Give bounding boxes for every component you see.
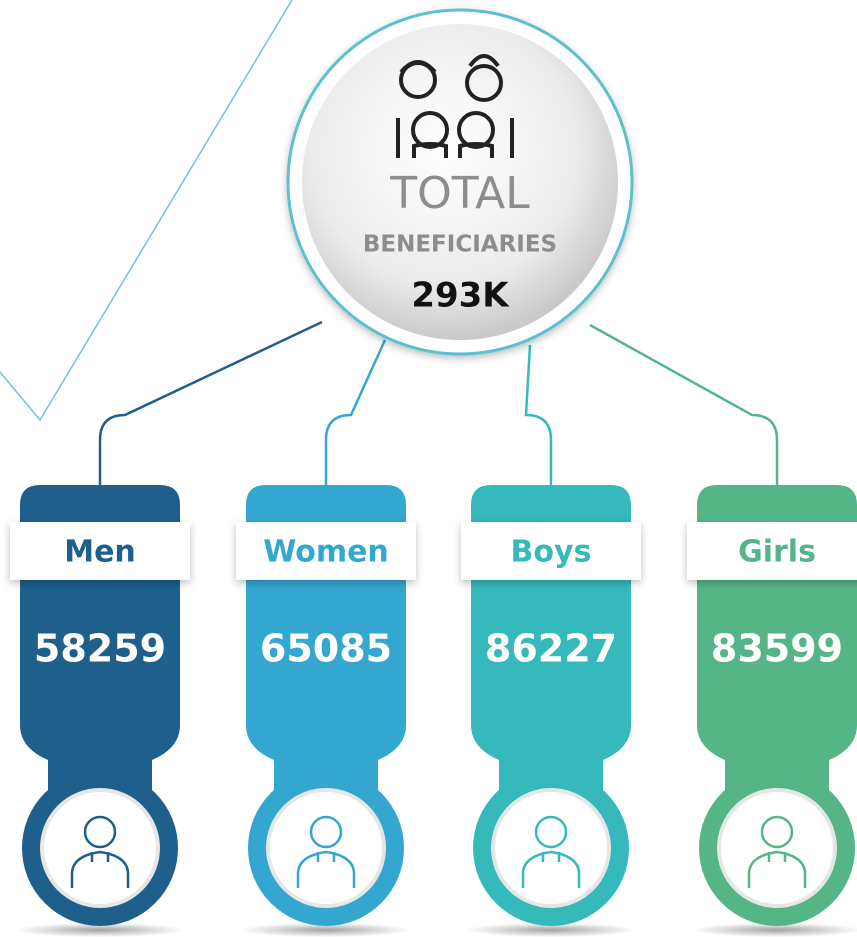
hub-value: 293K [411, 276, 510, 316]
shadow [15, 923, 185, 937]
shadow [241, 923, 411, 937]
group-value: 83599 [711, 627, 843, 671]
icon-body [70, 850, 130, 888]
group-value: 65085 [260, 627, 392, 671]
decor-line [0, 0, 293, 422]
icon-body [747, 850, 807, 888]
person-icon [747, 815, 807, 888]
connector [98, 320, 323, 486]
group-label: Women [263, 535, 389, 570]
group-label: Girls [738, 535, 816, 570]
hub-subtitle: BENEFICIARIES [363, 232, 557, 258]
shadow [692, 923, 857, 937]
label-band [461, 522, 641, 580]
icon-head [83, 815, 117, 849]
family-icon [396, 54, 514, 158]
label-band [687, 522, 857, 580]
hub-disc [302, 24, 618, 340]
group-value: 86227 [485, 627, 617, 671]
person-icon [296, 815, 356, 888]
hub: TOTAL BENEFICIARIES 293K [286, 8, 634, 356]
person-icon [70, 815, 130, 888]
connector [324, 339, 387, 486]
icon-body [296, 850, 356, 888]
icon-head [760, 815, 794, 849]
label-band [236, 522, 416, 580]
person-icon [521, 815, 581, 888]
connectors [98, 320, 779, 486]
group-label: Boys [511, 535, 592, 570]
icon-head [309, 815, 343, 849]
group-value: 58259 [34, 627, 166, 671]
label-band [10, 522, 190, 580]
cards: Men 58259 Women 65085 Boys 86227 Girls 83599 [10, 485, 857, 937]
group-label: Men [64, 535, 136, 570]
hub-title: TOTAL [389, 168, 530, 219]
connector [589, 323, 779, 486]
icon-body [521, 850, 581, 888]
icon-head [534, 815, 568, 849]
connector [524, 344, 553, 486]
shadow [466, 923, 636, 937]
